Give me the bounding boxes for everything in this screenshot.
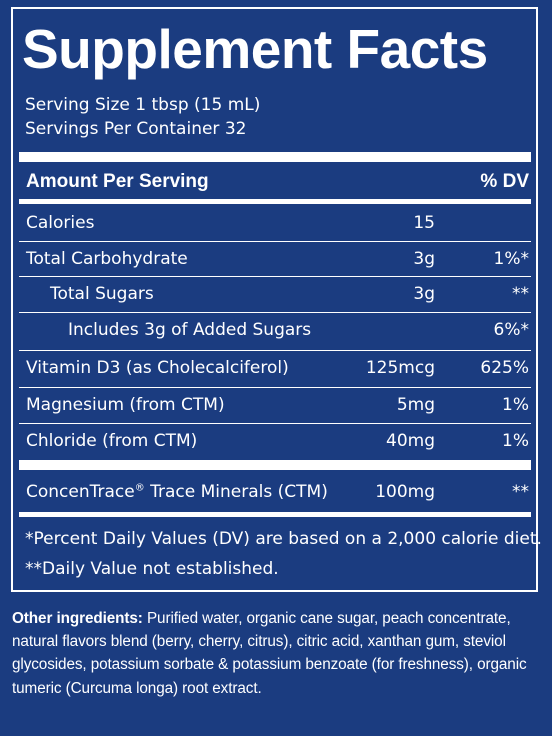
nutrient-name: Magnesium (from CTM) xyxy=(26,395,225,415)
row-divider xyxy=(19,312,531,313)
nutrient-dv: 1% xyxy=(502,395,529,415)
nutrient-name: Total Carbohydrate xyxy=(26,249,188,269)
nutrient-dv: ** xyxy=(512,482,529,502)
nutrient-amount: 125mcg xyxy=(365,358,435,378)
nutrient-row: Chloride (from CTM) 40mg 1% xyxy=(19,425,531,457)
registered-mark: ® xyxy=(134,482,145,494)
medium-divider xyxy=(19,512,531,517)
row-divider xyxy=(19,387,531,388)
amount-per-serving-header: Amount Per Serving xyxy=(26,171,209,192)
nutrient-amount: 5mg xyxy=(396,395,435,415)
nutrient-amount: 40mg xyxy=(386,431,435,451)
thick-divider xyxy=(19,152,531,162)
ctm-name-prefix: ConcenTrace xyxy=(26,482,135,502)
row-divider xyxy=(19,350,531,351)
nutrient-name: Vitamin D3 (as Cholecalciferol) xyxy=(26,358,289,378)
serving-size: Serving Size 1 tbsp (15 mL) xyxy=(25,95,261,115)
row-divider xyxy=(19,276,531,277)
nutrient-row: Calories 15 xyxy=(19,207,531,239)
ingredients-text: Purified water, organic cane sugar, peac… xyxy=(12,610,527,697)
ingredients-label: Other ingredients: xyxy=(12,610,143,627)
servings-per-container: Servings Per Container 32 xyxy=(25,119,247,139)
nutrient-dv: 1% xyxy=(502,431,529,451)
nutrient-amount: 100mg xyxy=(375,482,435,502)
medium-divider xyxy=(19,199,531,204)
nutrient-name: Calories xyxy=(26,213,95,233)
nutrient-row: Magnesium (from CTM) 5mg 1% xyxy=(19,389,531,421)
nutrient-dv: ** xyxy=(512,284,529,304)
column-header-row: Amount Per Serving % DV xyxy=(19,166,531,198)
nutrient-amount: 3g xyxy=(413,284,435,304)
nutrient-dv: 1%* xyxy=(493,249,529,269)
nutrient-name: Total Sugars xyxy=(50,284,154,304)
supplement-facts-panel xyxy=(11,7,538,592)
nutrient-amount: 15 xyxy=(413,213,435,233)
nutrient-dv: 625% xyxy=(480,358,529,378)
nutrient-name: Chloride (from CTM) xyxy=(26,431,198,451)
nutrient-name: ConcenTrace® Trace Minerals (CTM) xyxy=(26,476,328,508)
footnote-dv: *Percent Daily Values (DV) are based on … xyxy=(25,529,542,549)
nutrient-amount: 3g xyxy=(413,249,435,269)
nutrient-row: Total Sugars 3g ** xyxy=(19,278,531,310)
nutrient-dv: 6%* xyxy=(493,320,529,340)
dv-header: % DV xyxy=(480,171,529,192)
nutrient-name: Includes 3g of Added Sugars xyxy=(68,320,312,340)
nutrient-row: Includes 3g of Added Sugars 6%* xyxy=(19,314,531,346)
footnote-not-established: **Daily Value not established. xyxy=(25,559,279,579)
other-ingredients: Other ingredients: Purified water, organ… xyxy=(12,607,532,700)
row-divider xyxy=(19,241,531,242)
row-divider xyxy=(19,423,531,424)
ctm-row: ConcenTrace® Trace Minerals (CTM) 100mg … xyxy=(19,476,531,508)
panel-title: Supplement Facts xyxy=(22,18,488,80)
nutrient-row: Total Carbohydrate 3g 1%* xyxy=(19,243,531,275)
nutrient-row: Vitamin D3 (as Cholecalciferol) 125mcg 6… xyxy=(19,352,531,384)
ctm-name-suffix: Trace Minerals (CTM) xyxy=(144,482,328,502)
thick-divider xyxy=(19,460,531,470)
